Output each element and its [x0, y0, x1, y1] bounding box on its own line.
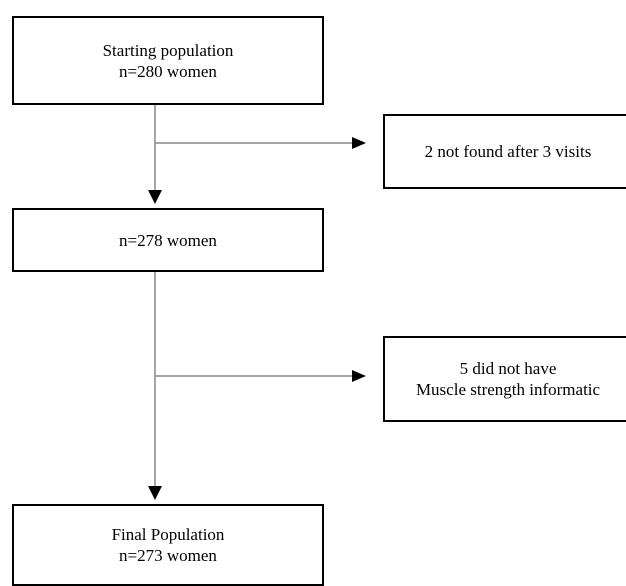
starting-population-box: Starting population n=280 women [12, 16, 324, 105]
exclusion-not-found-text: 2 not found after 3 visits [424, 142, 592, 161]
final-population-count: n=273 women [119, 546, 217, 565]
starting-population-label: Starting population [102, 40, 234, 60]
exclusion-missing-data-line1: 5 did not have [459, 359, 557, 378]
arrowhead-down-final [148, 486, 162, 500]
starting-population-count: n=280 women [119, 61, 217, 81]
intermediate-population-box: n=278 women [12, 208, 324, 272]
final-population-label: Final Population [111, 525, 225, 544]
arrowhead-down-middle [148, 190, 162, 204]
arrowhead-right-exclusion1 [352, 137, 366, 149]
exclusion-missing-data-box: 5 did not have Muscle strength informati… [383, 336, 626, 422]
exclusion-missing-data-line2: Muscle strength informatic [415, 380, 601, 399]
arrowhead-right-exclusion2 [352, 370, 366, 382]
exclusion-not-found-box: 2 not found after 3 visits [383, 114, 626, 189]
intermediate-population-count: n=278 women [119, 230, 217, 250]
final-population-box: Final Population n=273 women [12, 504, 324, 586]
